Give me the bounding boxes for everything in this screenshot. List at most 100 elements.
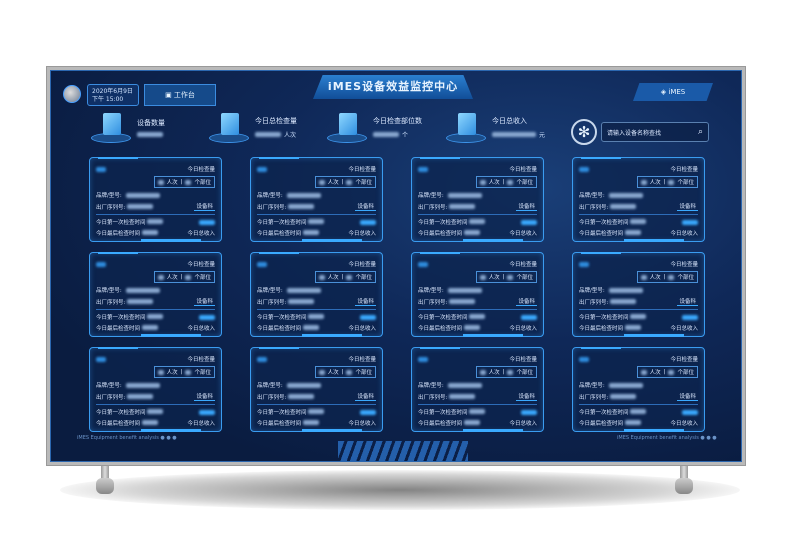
first-time-label: 今日第一次检查时间 (418, 410, 468, 416)
income-label: 今日总收入 (348, 231, 376, 237)
device-card[interactable]: 今日检查量 人次 | 个部位 品牌/型号: 出厂序列号: 设备科 今日第一次检查时间… (411, 157, 544, 242)
device-name-blurred (257, 166, 267, 172)
first-time-label: 今日第一次检查时间 (579, 315, 629, 321)
today-exams-label: 今日检查量 (187, 262, 215, 268)
dept-label: 设备科 (677, 394, 698, 401)
today-exams-label: 今日检查量 (348, 167, 376, 173)
exam-counts: 人次 | 个部位 (314, 176, 376, 188)
device-card[interactable]: 今日检查量 人次 | 个部位 品牌/型号: 出厂序列号: 设备科 今日第一次检查时间… (250, 252, 383, 337)
serial-label: 出厂序列号: (96, 204, 126, 211)
serial-label: 出厂序列号: (96, 394, 126, 401)
tv-leg-left (101, 463, 109, 483)
dept-label: 设备科 (516, 394, 537, 401)
exam-counts: 人次 | 个部位 (153, 271, 215, 283)
last-time-label: 今日最后检查时间 (257, 231, 302, 237)
search-input[interactable]: 请输入设备名称查找 ⌕ (601, 122, 709, 142)
income-label: 今日总收入 (670, 326, 698, 332)
stat-1: 今日总检查量 人次 (209, 111, 297, 143)
first-time-label: 今日第一次检查时间 (418, 315, 468, 321)
exam-counts: 人次 | 个部位 (153, 366, 215, 378)
stat-unit: 人次 (284, 131, 297, 139)
brand-model-label: 品牌/型号: (579, 383, 605, 389)
brand-model-label: 品牌/型号: (257, 288, 283, 294)
stat-value-blurred (137, 131, 163, 137)
cube-icon (327, 111, 367, 143)
page-title: iMES设备效益监控中心 (313, 75, 473, 99)
cube-icon (91, 111, 131, 143)
serial-label: 出厂序列号: (418, 394, 448, 401)
serial-label: 出厂序列号: (418, 204, 448, 211)
last-time-label: 今日最后检查时间 (257, 421, 302, 427)
brand-model-label: 品牌/型号: (579, 288, 605, 294)
device-card[interactable]: 今日检查量 人次 | 个部位 品牌/型号: 出厂序列号: 设备科 今日第一次检查时间… (411, 347, 544, 432)
last-time-label: 今日最后检查时间 (418, 421, 463, 427)
serial-label: 出厂序列号: (579, 204, 609, 211)
today-exams-label: 今日检查量 (509, 262, 537, 268)
cube-icon (209, 111, 249, 143)
last-time-label: 今日最后检查时间 (579, 326, 624, 332)
device-card[interactable]: 今日检查量 人次 | 个部位 品牌/型号: 出厂序列号: 设备科 今日第一次检查时间… (250, 347, 383, 432)
brand-model-label: 品牌/型号: (257, 193, 283, 199)
search-icon[interactable]: ⌕ (697, 127, 703, 137)
tv-leg-right (680, 463, 688, 483)
brand-model-label: 品牌/型号: (96, 193, 122, 199)
exam-counts: 人次 | 个部位 (475, 366, 537, 378)
workbench-button[interactable]: ▣ 工作台 (144, 84, 216, 106)
today-exams-label: 今日检查量 (670, 262, 698, 268)
snowflake-icon: ✻ (571, 119, 597, 145)
device-card[interactable]: 今日检查量 人次 | 个部位 品牌/型号: 出厂序列号: 设备科 今日第一次检查时间… (89, 157, 222, 242)
device-card[interactable]: 今日检查量 人次 | 个部位 品牌/型号: 出厂序列号: 设备科 今日第一次检查时间… (250, 157, 383, 242)
device-card[interactable]: 今日检查量 人次 | 个部位 品牌/型号: 出厂序列号: 设备科 今日第一次检查时间… (572, 252, 705, 337)
income-label: 今日总收入 (509, 231, 537, 237)
first-time-label: 今日第一次检查时间 (579, 220, 629, 226)
today-exams-label: 今日检查量 (187, 357, 215, 363)
last-time-label: 今日最后检查时间 (579, 421, 624, 427)
first-time-label: 今日第一次检查时间 (579, 410, 629, 416)
exam-counts: 人次 | 个部位 (636, 176, 698, 188)
income-label: 今日总收入 (348, 421, 376, 427)
device-card[interactable]: 今日检查量 人次 | 个部位 品牌/型号: 出厂序列号: 设备科 今日第一次检查时间… (89, 347, 222, 432)
device-card[interactable]: 今日检查量 人次 | 个部位 品牌/型号: 出厂序列号: 设备科 今日第一次检查时间… (572, 347, 705, 432)
device-name-blurred (257, 261, 267, 267)
income-label: 今日总收入 (348, 326, 376, 332)
today-exams-label: 今日检查量 (509, 167, 537, 173)
device-card[interactable]: 今日检查量 人次 | 个部位 品牌/型号: 出厂序列号: 设备科 今日第一次检查时间… (411, 252, 544, 337)
device-name-blurred (96, 166, 106, 172)
serial-label: 出厂序列号: (96, 299, 126, 306)
last-time-label: 今日最后检查时间 (257, 326, 302, 332)
stat-value-blurred (492, 131, 536, 137)
serial-label: 出厂序列号: (418, 299, 448, 306)
footer-left: iMES Equipment benefit analysis ● ● ● (77, 435, 177, 441)
dept-label: 设备科 (355, 204, 376, 211)
cube-icon (446, 111, 486, 143)
last-time-label: 今日最后检查时间 (96, 326, 141, 332)
device-card[interactable]: 今日检查量 人次 | 个部位 品牌/型号: 出厂序列号: 设备科 今日第一次检查时间… (89, 252, 222, 337)
tv-frame: 2020年6月9日 下午 15:00 ▣ 工作台 iMES设备效益监控中心 ◈ … (46, 66, 746, 466)
serial-label: 出厂序列号: (257, 204, 287, 211)
last-time-label: 今日最后检查时间 (579, 231, 624, 237)
tv-shadow (60, 470, 740, 510)
brand-model-label: 品牌/型号: (579, 193, 605, 199)
dept-label: 设备科 (194, 394, 215, 401)
tv-foot-left (96, 478, 114, 494)
device-name-blurred (418, 261, 428, 267)
datetime-box: 2020年6月9日 下午 15:00 (87, 84, 139, 106)
time-text: 下午 15:00 (92, 96, 124, 103)
tv-foot-right (675, 478, 693, 494)
device-name-blurred (418, 166, 428, 172)
device-card[interactable]: 今日检查量 人次 | 个部位 品牌/型号: 出厂序列号: 设备科 今日第一次检查时间… (572, 157, 705, 242)
brand-model-label: 品牌/型号: (257, 383, 283, 389)
last-time-label: 今日最后检查时间 (418, 326, 463, 332)
imes-button[interactable]: ◈ iMES (633, 83, 713, 101)
brand-model-label: 品牌/型号: (418, 383, 444, 389)
device-name-blurred (418, 356, 428, 362)
moon-icon (63, 85, 81, 103)
date-text: 2020年6月9日 (92, 88, 133, 95)
today-exams-label: 今日检查量 (348, 357, 376, 363)
device-name-blurred (579, 166, 589, 172)
stat-3: 今日总收入 元 (446, 111, 545, 143)
imes-label: iMES (668, 88, 686, 96)
first-time-label: 今日第一次检查时间 (96, 410, 146, 416)
dept-label: 设备科 (516, 204, 537, 211)
serial-label: 出厂序列号: (579, 299, 609, 306)
